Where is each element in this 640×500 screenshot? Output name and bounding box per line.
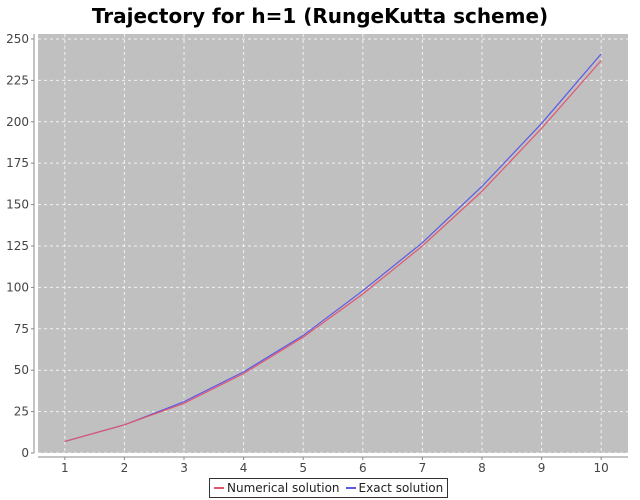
tick-labels: 0 25 50 75 100 125 150 175 200 225 250 1 2 3 4 5 6 7 8 9 10: [6, 32, 609, 475]
legend-label: Numerical solution: [227, 481, 340, 495]
x-tick-label: 10: [594, 461, 609, 475]
legend-swatch: [345, 487, 356, 489]
x-tick-label: 3: [180, 461, 188, 475]
y-tick-label: 150: [6, 198, 29, 212]
y-tick-label: 175: [6, 156, 29, 170]
x-tick-label: 2: [121, 461, 129, 475]
plot-background: [38, 34, 628, 453]
legend-item-numerical-solution: Numerical solution: [214, 481, 340, 495]
y-tick-label: 25: [14, 405, 29, 419]
axes: [31, 34, 628, 460]
y-tick-label: 75: [14, 322, 29, 336]
chart-title: Trajectory for h=1 (RungeKutta scheme): [91, 4, 549, 28]
x-tick-label: 8: [478, 461, 486, 475]
series-line-exact-solution: [64, 53, 602, 442]
plot-area: [38, 34, 628, 453]
y-tick-label: 200: [6, 115, 29, 129]
y-tick-label: 225: [6, 73, 29, 87]
legend: Numerical solution Exact solution: [209, 478, 449, 498]
x-tick-label: 1: [61, 461, 69, 475]
series-lines: [64, 53, 602, 442]
y-tick-label: 250: [6, 32, 29, 46]
legend-item-exact-solution: Exact solution: [345, 481, 444, 495]
y-tick-label: 50: [14, 363, 29, 377]
y-tick-label: 100: [6, 280, 29, 294]
x-tick-label: 7: [419, 461, 427, 475]
x-tick-label: 5: [299, 461, 307, 475]
x-tick-label: 4: [240, 461, 248, 475]
series-line-numerical-solution: [64, 60, 602, 442]
grid-lines: [38, 34, 628, 454]
legend-swatch: [214, 487, 224, 489]
x-tick-label: 6: [359, 461, 367, 475]
y-tick-label: 0: [21, 446, 29, 460]
legend-label: Exact solution: [358, 481, 444, 495]
y-tick-label: 125: [6, 239, 29, 253]
x-tick-label: 9: [538, 461, 546, 475]
